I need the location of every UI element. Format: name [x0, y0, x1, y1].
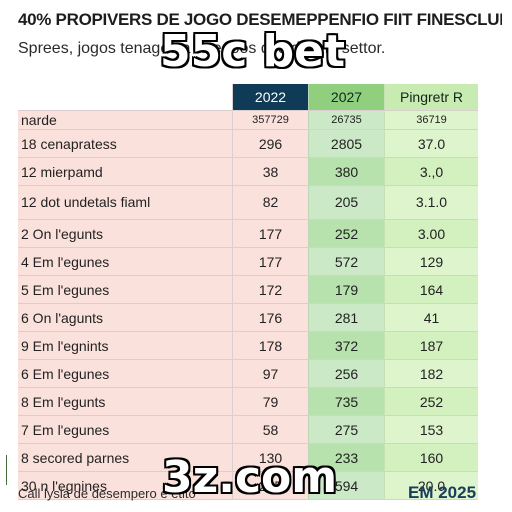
table-cell: 79 [232, 388, 308, 415]
page-title: 40% PROPIVERS DE JOGO DESEMEPPENFIO FIIT… [18, 10, 502, 29]
table-cell: 372 [308, 332, 384, 359]
footer-year-label: EM 2025 [408, 483, 477, 502]
table-cell: 187 [384, 332, 478, 359]
edge-divider [6, 455, 7, 485]
table-cell: 233 [308, 444, 384, 471]
table-cell: 178 [232, 332, 308, 359]
table-cell: 225 [232, 472, 308, 499]
table-cell: 58 [232, 416, 308, 443]
table-cell: 380 [308, 158, 384, 185]
table-cell-label: 5 Em l'egunes [18, 276, 232, 303]
table-cell-label: 8 secored parnes [18, 444, 232, 471]
table-row: 4 Em l'egunes 177 572 129 [18, 248, 478, 276]
table-header-cell: 2027 [308, 84, 384, 110]
table-cell: 205 [308, 186, 384, 219]
table-row: 8 Em l'egunts 79 735 252 [18, 388, 478, 416]
table-cell: 572 [308, 248, 384, 275]
table-cell: 296 [232, 130, 308, 157]
table-cell: 164 [384, 276, 478, 303]
table-cell-label: 7 Em l'egunes [18, 416, 232, 443]
table-cell: 82 [232, 186, 308, 219]
table-cell: 3.,0 [384, 158, 478, 185]
table-cell: 160 [384, 444, 478, 471]
table-row: 5 Em l'egunes 172 179 164 [18, 276, 478, 304]
table-cell: 3.1.0 [384, 186, 478, 219]
table-subheader-cell: 357729 [232, 111, 308, 129]
table-header-cell: 2022 [232, 84, 308, 110]
table-subheader-row: narde 357729 26735 36719 [18, 111, 478, 130]
data-table: 2022 2027 Pingretr R narde 357729 26735 … [18, 84, 478, 500]
table-cell: 176 [232, 304, 308, 331]
table-cell-label: 30 n l'egnines [18, 472, 232, 499]
table-cell-label: 2 On l'egunts [18, 220, 232, 247]
table-cell-label: 8 Em l'egunts [18, 388, 232, 415]
table-row: 2 On l'egunts 177 252 3.00 [18, 220, 478, 248]
table-cell: 179 [308, 276, 384, 303]
table-cell: 38 [232, 158, 308, 185]
table-cell: 130 [232, 444, 308, 471]
table-cell-label: 12 mierpamd [18, 158, 232, 185]
table-cell: 129 [384, 248, 478, 275]
table-cell: 41 [384, 304, 478, 331]
table-row: 18 cenapratess 296 2805 37.0 [18, 130, 478, 158]
table-cell: 252 [384, 388, 478, 415]
table-cell-label: 18 cenapratess [18, 130, 232, 157]
table-cell-label: 12 dot undetals fiaml [18, 186, 232, 219]
watermark-bottom: 3z.com [162, 452, 338, 503]
table-cell: 20.0 [384, 472, 478, 499]
table-subheader-cell: 36719 [384, 111, 478, 129]
page-subtitle: Sprees, jogos tenages a te edoos di e di… [18, 40, 386, 57]
table-cell-label: 6 On l'agunts [18, 304, 232, 331]
table-cell: 281 [308, 304, 384, 331]
table-header-cell [18, 84, 232, 110]
table-cell: 275 [308, 416, 384, 443]
table-subheader-cell: 26735 [308, 111, 384, 129]
table-row: 8 secored parnes 130 233 160 [18, 444, 478, 472]
table-cell: 177 [232, 220, 308, 247]
table-cell: 252 [308, 220, 384, 247]
table-cell-label: 9 Em l'egnints [18, 332, 232, 359]
table-row: 30 n l'egnines 225 594 20.0 [18, 472, 478, 500]
table-cell: 256 [308, 360, 384, 387]
table-row: 12 mierpamd 38 380 3.,0 [18, 158, 478, 186]
table-cell-label: 6 Em l'egunes [18, 360, 232, 387]
table-cell: 177 [232, 248, 308, 275]
table-cell: 735 [308, 388, 384, 415]
table-cell: 182 [384, 360, 478, 387]
table-cell: 2805 [308, 130, 384, 157]
table-header-row: 2022 2027 Pingretr R [18, 84, 478, 111]
table-cell: 97 [232, 360, 308, 387]
table-cell: 3.00 [384, 220, 478, 247]
table-cell: 37.0 [384, 130, 478, 157]
watermark-top: 55c bet [160, 26, 346, 77]
table-cell-label: 4 Em l'egunes [18, 248, 232, 275]
table-row: 12 dot undetals fiaml 82 205 3.1.0 [18, 186, 478, 220]
table-header-cell: Pingretr R [384, 84, 478, 110]
table-subheader-cell: narde [18, 111, 232, 129]
table-cell: 153 [384, 416, 478, 443]
table-cell: 594 [308, 472, 384, 499]
table-cell: 172 [232, 276, 308, 303]
table-row: 9 Em l'egnints 178 372 187 [18, 332, 478, 360]
table-row: 7 Em l'egunes 58 275 153 [18, 416, 478, 444]
footer-caption: Call lysiá de desempero e etito [18, 486, 196, 501]
table-row: 6 Em l'egunes 97 256 182 [18, 360, 478, 388]
table-row: 6 On l'agunts 176 281 41 [18, 304, 478, 332]
